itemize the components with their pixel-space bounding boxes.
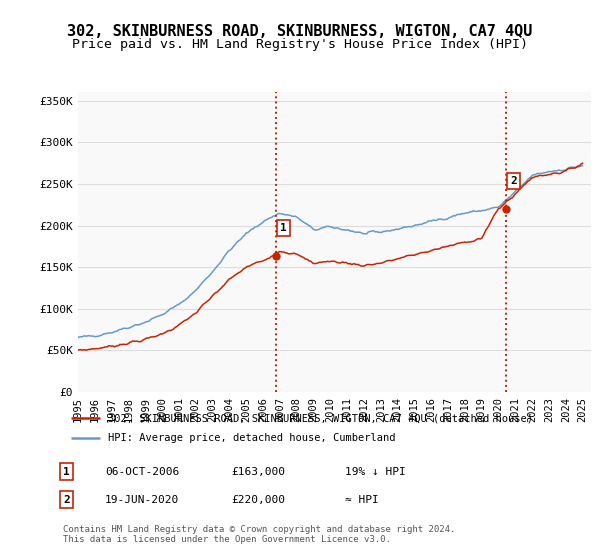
- Text: Price paid vs. HM Land Registry's House Price Index (HPI): Price paid vs. HM Land Registry's House …: [72, 38, 528, 51]
- Text: 302, SKINBURNESS ROAD, SKINBURNESS, WIGTON, CA7 4QU: 302, SKINBURNESS ROAD, SKINBURNESS, WIGT…: [67, 24, 533, 39]
- Text: £220,000: £220,000: [231, 494, 285, 505]
- Text: 302, SKINBURNESS ROAD, SKINBURNESS, WIGTON, CA7 4QU (detached house): 302, SKINBURNESS ROAD, SKINBURNESS, WIGT…: [107, 413, 533, 423]
- Text: HPI: Average price, detached house, Cumberland: HPI: Average price, detached house, Cumb…: [107, 433, 395, 443]
- Text: 2: 2: [63, 494, 70, 505]
- Text: 06-OCT-2006: 06-OCT-2006: [105, 466, 179, 477]
- Text: 1: 1: [63, 466, 70, 477]
- Text: 19% ↓ HPI: 19% ↓ HPI: [345, 466, 406, 477]
- Text: 1: 1: [280, 223, 287, 234]
- Text: ≈ HPI: ≈ HPI: [345, 494, 379, 505]
- Text: £163,000: £163,000: [231, 466, 285, 477]
- Text: 2: 2: [511, 176, 517, 186]
- Text: Contains HM Land Registry data © Crown copyright and database right 2024.
This d: Contains HM Land Registry data © Crown c…: [63, 525, 455, 544]
- Text: 19-JUN-2020: 19-JUN-2020: [105, 494, 179, 505]
